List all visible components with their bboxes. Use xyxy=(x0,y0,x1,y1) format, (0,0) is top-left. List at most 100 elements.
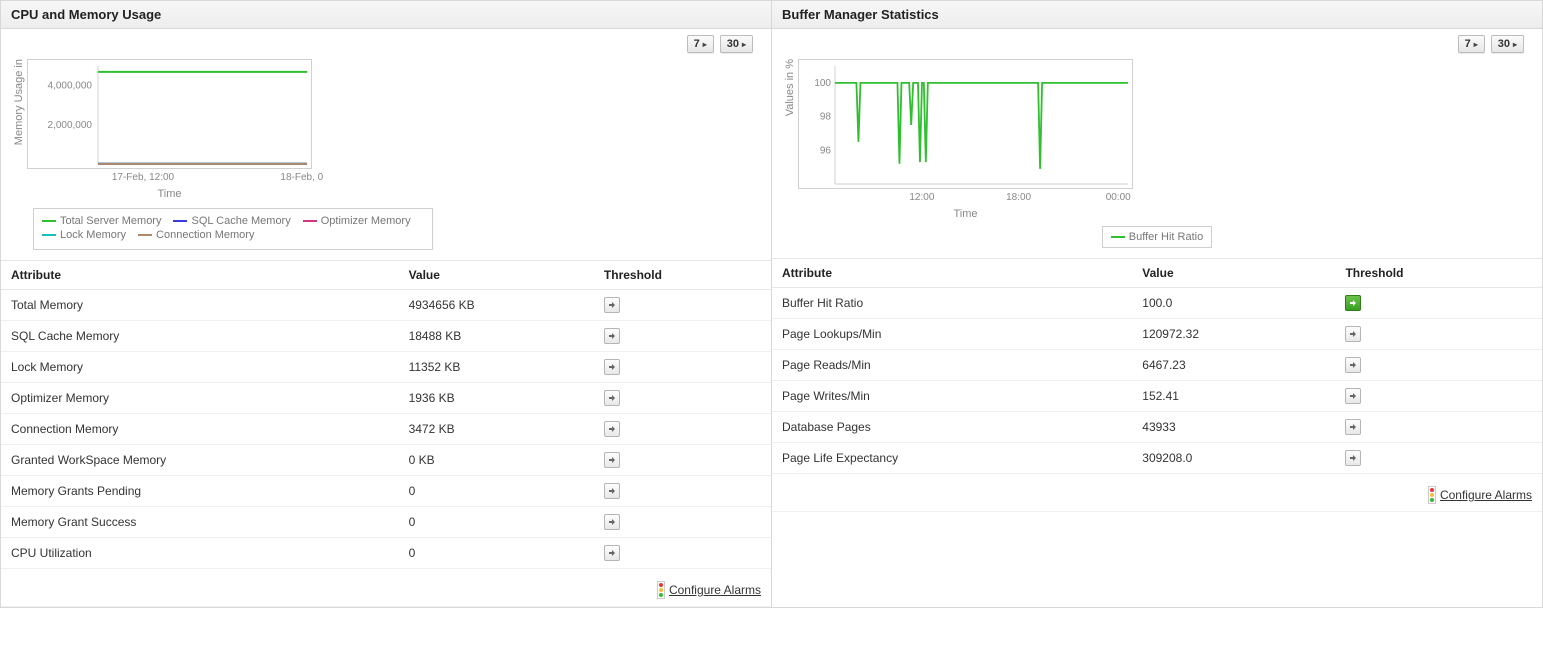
svg-text:2,000,000: 2,000,000 xyxy=(48,120,93,131)
attr-cell: Total Memory xyxy=(1,290,399,321)
table-row: Page Writes/Min152.41 xyxy=(772,381,1542,412)
threshold-cell xyxy=(594,538,771,569)
threshold-cell xyxy=(594,476,771,507)
value-cell: 1936 KB xyxy=(399,383,594,414)
attr-cell: Page Life Expectancy xyxy=(772,443,1132,474)
attr-cell: Memory Grants Pending xyxy=(1,476,399,507)
value-cell: 152.41 xyxy=(1132,381,1335,412)
value-cell: 6467.23 xyxy=(1132,350,1335,381)
table-row: Buffer Hit Ratio100.0 xyxy=(772,288,1542,319)
dashboard: CPU and Memory Usage 7▸ 30▸ Memory Usage… xyxy=(0,0,1543,608)
threshold-cell xyxy=(594,414,771,445)
threshold-icon[interactable] xyxy=(1345,357,1361,373)
attr-cell: Database Pages xyxy=(772,412,1132,443)
threshold-icon[interactable] xyxy=(1345,295,1361,311)
value-cell: 11352 KB xyxy=(399,352,594,383)
col-value: Value xyxy=(399,261,594,290)
chart-legend: Total Server MemorySQL Cache MemoryOptim… xyxy=(33,208,433,250)
attr-cell: Connection Memory xyxy=(1,414,399,445)
threshold-icon[interactable] xyxy=(604,421,620,437)
attr-cell: Granted WorkSpace Memory xyxy=(1,445,399,476)
attr-cell: SQL Cache Memory xyxy=(1,321,399,352)
value-cell: 0 xyxy=(399,507,594,538)
col-threshold: Threshold xyxy=(1335,259,1542,288)
value-cell: 120972.32 xyxy=(1132,319,1335,350)
col-attribute: Attribute xyxy=(1,261,399,290)
threshold-icon[interactable] xyxy=(604,328,620,344)
panel-cpu-memory: CPU and Memory Usage 7▸ 30▸ Memory Usage… xyxy=(0,0,772,608)
configure-alarms-link[interactable]: Configure Alarms xyxy=(1428,486,1532,504)
chart-zone-right: 7▸ 30▸ Values in % 9698100 12:0018:0000:… xyxy=(772,29,1542,254)
threshold-cell xyxy=(594,352,771,383)
y-axis-label: Values in % xyxy=(782,59,798,116)
threshold-icon[interactable] xyxy=(604,390,620,406)
attr-cell: CPU Utilization xyxy=(1,538,399,569)
table-row: Granted WorkSpace Memory0 KB xyxy=(1,445,771,476)
threshold-icon[interactable] xyxy=(604,545,620,561)
threshold-icon[interactable] xyxy=(604,452,620,468)
threshold-icon[interactable] xyxy=(604,514,620,530)
threshold-icon[interactable] xyxy=(604,483,620,499)
threshold-icon[interactable] xyxy=(604,297,620,313)
threshold-cell xyxy=(594,445,771,476)
value-cell: 18488 KB xyxy=(399,321,594,352)
play-icon: ▸ xyxy=(742,40,746,49)
attr-cell: Buffer Hit Ratio xyxy=(772,288,1132,319)
threshold-cell xyxy=(1335,319,1542,350)
x-axis-label: Time xyxy=(27,188,312,200)
col-threshold: Threshold xyxy=(594,261,771,290)
x-axis-label: Time xyxy=(798,208,1133,220)
panel-title: CPU and Memory Usage xyxy=(1,1,771,29)
panel-buffer-manager: Buffer Manager Statistics 7▸ 30▸ Values … xyxy=(772,0,1543,608)
range-buttons: 7▸ 30▸ xyxy=(1458,35,1524,53)
range-30-button[interactable]: 30▸ xyxy=(720,35,753,53)
threshold-icon[interactable] xyxy=(604,359,620,375)
table-row: Page Lookups/Min120972.32 xyxy=(772,319,1542,350)
legend-item: SQL Cache Memory xyxy=(173,215,290,227)
attr-cell: Page Writes/Min xyxy=(772,381,1132,412)
threshold-icon[interactable] xyxy=(1345,388,1361,404)
traffic-light-icon xyxy=(1428,486,1436,504)
threshold-cell xyxy=(1335,412,1542,443)
threshold-icon[interactable] xyxy=(1345,419,1361,435)
attributes-table: Attribute Value Threshold Total Memory49… xyxy=(1,260,771,607)
value-cell: 100.0 xyxy=(1132,288,1335,319)
col-value: Value xyxy=(1132,259,1335,288)
threshold-icon[interactable] xyxy=(1345,450,1361,466)
play-icon: ▸ xyxy=(1474,40,1478,49)
threshold-cell xyxy=(594,383,771,414)
threshold-cell xyxy=(1335,288,1542,319)
threshold-cell xyxy=(1335,350,1542,381)
range-30-button[interactable]: 30▸ xyxy=(1491,35,1524,53)
col-attribute: Attribute xyxy=(772,259,1132,288)
table-row: Connection Memory3472 KB xyxy=(1,414,771,445)
value-cell: 0 KB xyxy=(399,445,594,476)
table-row: CPU Utilization0 xyxy=(1,538,771,569)
range-7-button[interactable]: 7▸ xyxy=(1458,35,1485,53)
table-row: Page Reads/Min6467.23 xyxy=(772,350,1542,381)
value-cell: 4934656 KB xyxy=(399,290,594,321)
threshold-cell xyxy=(594,321,771,352)
svg-text:96: 96 xyxy=(820,145,832,156)
chart-zone-left: 7▸ 30▸ Memory Usage in 2,000,0004,000,00… xyxy=(1,29,771,256)
table-row: Database Pages43933 xyxy=(772,412,1542,443)
value-cell: 43933 xyxy=(1132,412,1335,443)
chart-left: 2,000,0004,000,000 17-Feb, 12:0018-Feb, … xyxy=(27,59,312,200)
attr-cell: Page Reads/Min xyxy=(772,350,1132,381)
table-row: Page Life Expectancy309208.0 xyxy=(772,443,1542,474)
configure-alarms-link[interactable]: Configure Alarms xyxy=(657,581,761,599)
threshold-cell xyxy=(594,290,771,321)
range-7-button[interactable]: 7▸ xyxy=(687,35,714,53)
svg-text:4,000,000: 4,000,000 xyxy=(48,81,93,92)
legend-item: Connection Memory xyxy=(138,229,254,241)
threshold-icon[interactable] xyxy=(1345,326,1361,342)
value-cell: 309208.0 xyxy=(1132,443,1335,474)
legend-item: Optimizer Memory xyxy=(303,215,411,227)
attr-cell: Lock Memory xyxy=(1,352,399,383)
attr-cell: Memory Grant Success xyxy=(1,507,399,538)
attr-cell: Optimizer Memory xyxy=(1,383,399,414)
threshold-cell xyxy=(594,507,771,538)
play-icon: ▸ xyxy=(1513,40,1517,49)
attributes-table: Attribute Value Threshold Buffer Hit Rat… xyxy=(772,258,1542,512)
table-row: Memory Grant Success0 xyxy=(1,507,771,538)
